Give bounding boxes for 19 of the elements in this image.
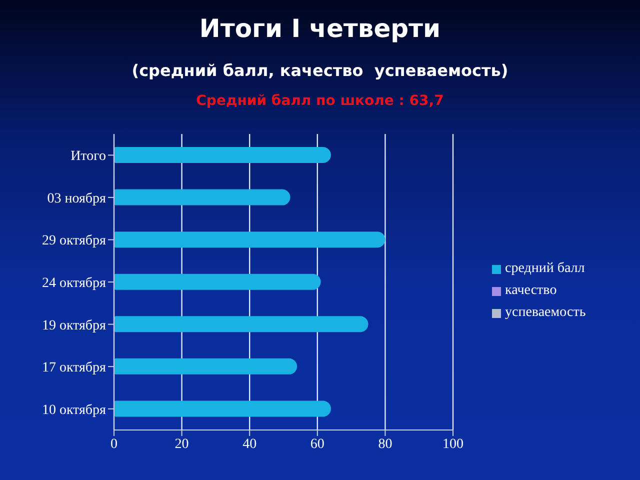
text: Средний балл по школе : 63,7 [195,93,445,109]
legend-label: средний балл [505,261,585,277]
y-tick-label: 03 ноября [47,191,107,206]
x-tick-label: 100 [442,436,464,452]
x-tick-label: 40 [242,436,257,452]
legend-label: качество [505,283,557,299]
chart-subtitle: (средний балл, качество успеваемость) [130,61,510,80]
x-tick-label: 20 [174,436,189,452]
y-tick-label: 19 октября [42,318,107,334]
y-tick-label: Итого [70,149,106,164]
chart-title: Итоги I четверти [198,14,442,43]
x-tick-label: 60 [310,436,324,452]
y-tick-label: 17 октября [42,360,107,376]
x-tick-label: 80 [378,436,392,452]
x-tick-label: 0 [110,436,118,452]
y-tick-label: 10 октября [42,402,107,418]
y-tick-label: 24 октября [42,276,107,291]
y-tick-label: 29 октября [42,234,107,249]
legend-label: успеваемость [505,305,586,321]
